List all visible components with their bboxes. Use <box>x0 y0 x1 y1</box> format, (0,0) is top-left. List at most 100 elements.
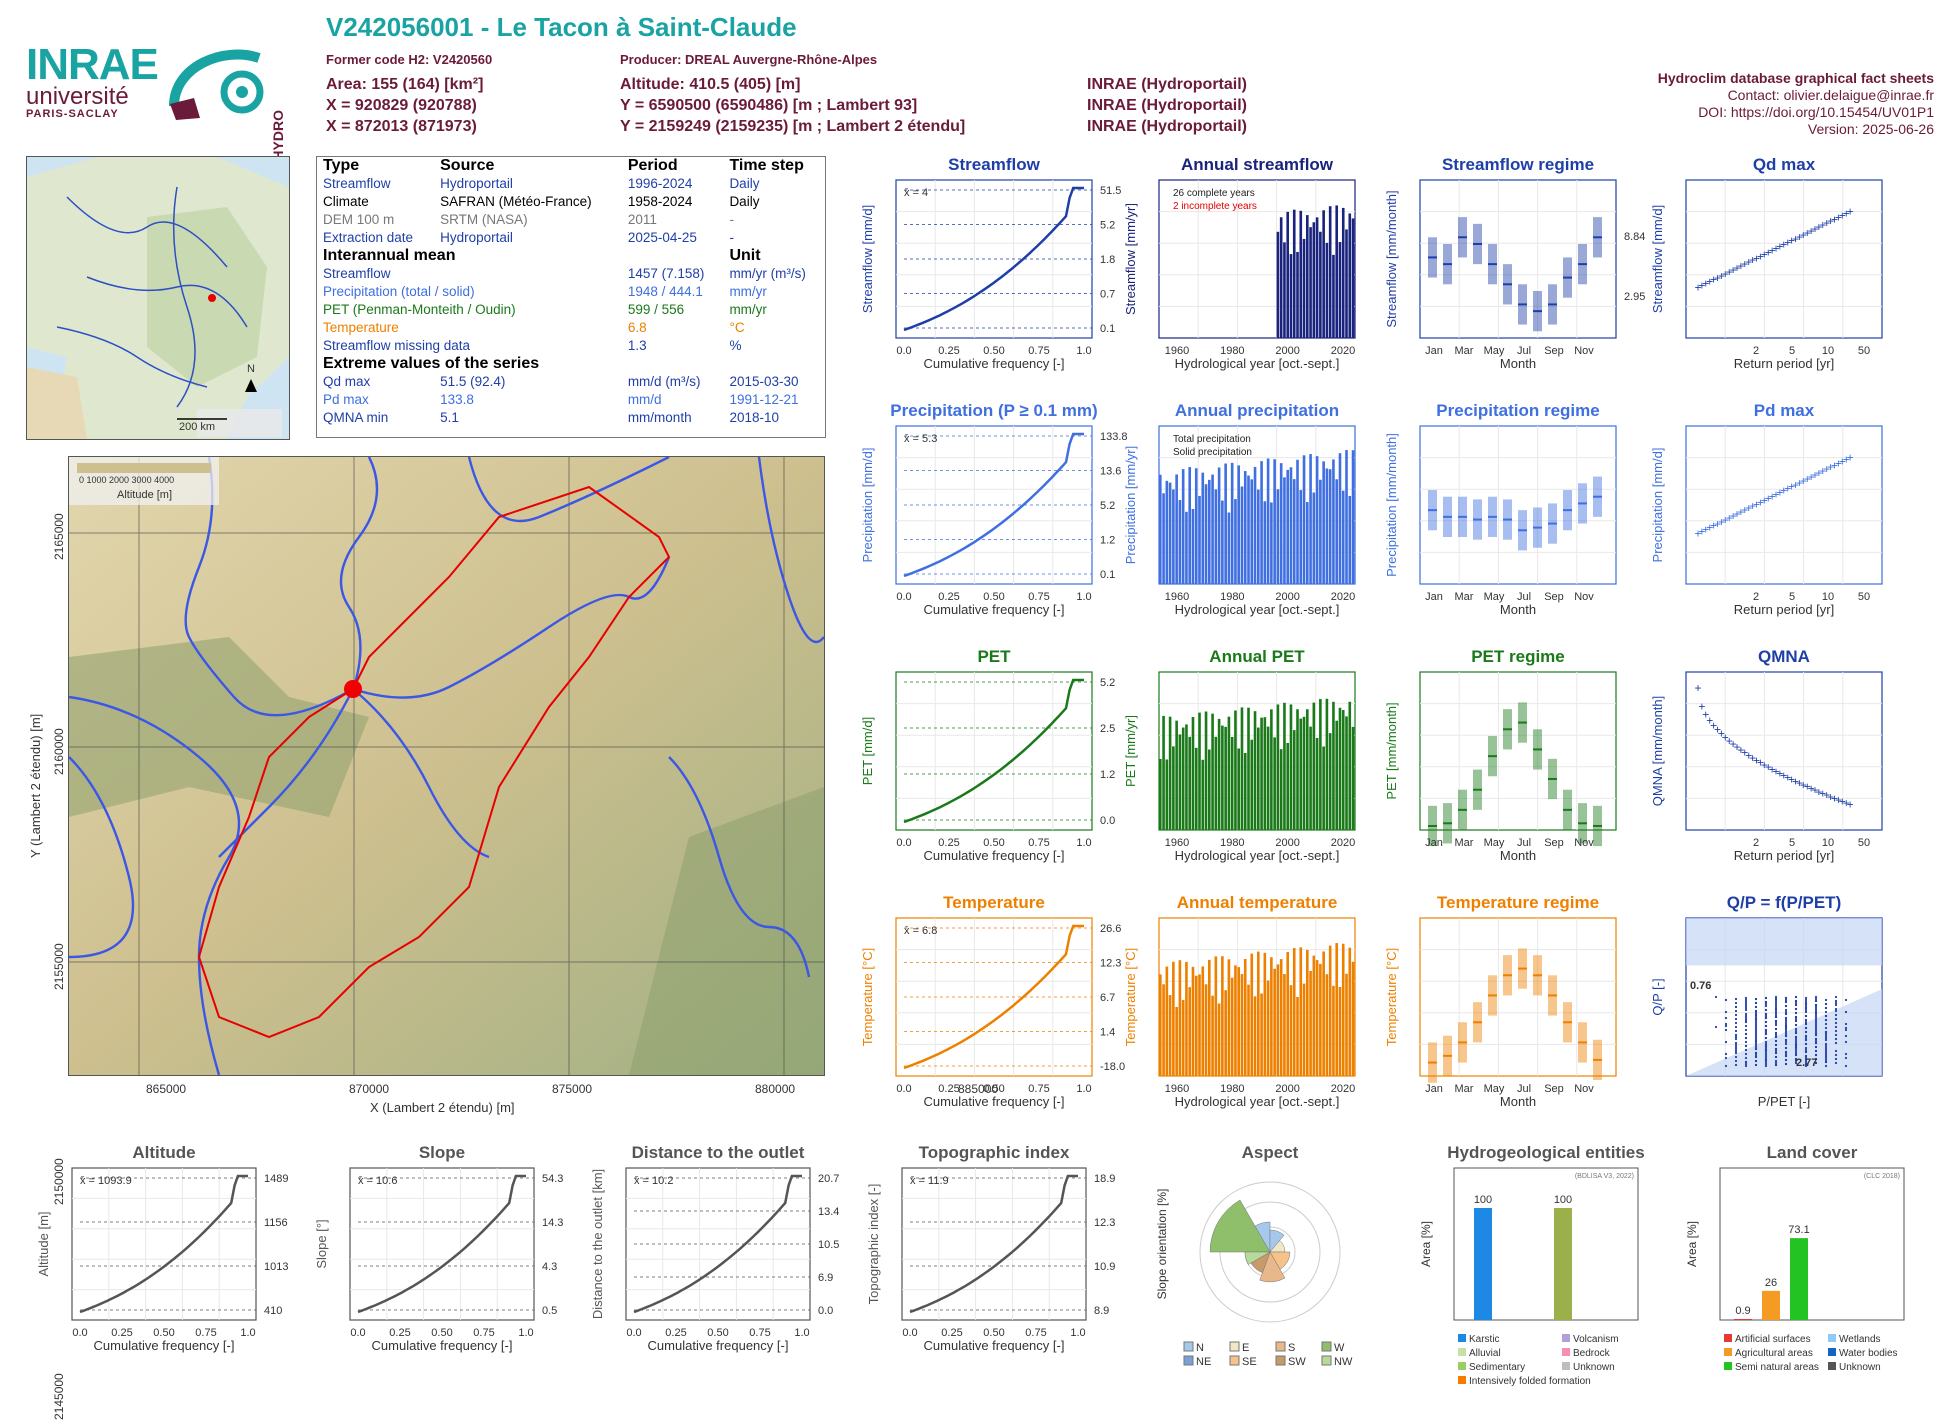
chart-right-tick: 2.95 <box>1624 291 1645 303</box>
chart-point <box>1834 1057 1838 1061</box>
chart-point <box>1794 1007 1798 1011</box>
chart-point: + <box>1792 478 1799 492</box>
chart-point <box>1794 995 1798 999</box>
chart-point: + <box>1761 758 1768 772</box>
chart-point: + <box>1835 793 1842 807</box>
chart-xlabel: Cumulative frequency [-] <box>648 1338 789 1353</box>
chart-bar <box>1240 707 1244 830</box>
chart-point <box>1744 1032 1748 1036</box>
chart-point <box>1744 1000 1748 1004</box>
chart-bar <box>1175 474 1178 584</box>
chart-point: + <box>1730 737 1737 751</box>
chart-right-tick: 1.2 <box>1100 535 1115 547</box>
chart-bar <box>1286 469 1290 584</box>
chart-right-tick: 2.5 <box>1100 723 1115 735</box>
chart-point: + <box>1698 525 1705 539</box>
aspect-slice <box>1244 1251 1271 1265</box>
chart-xtick: 2 <box>1753 837 1759 849</box>
chart-bar <box>1296 709 1299 830</box>
chart-point <box>1764 1032 1768 1036</box>
legend-swatch <box>1724 1348 1732 1356</box>
chart-point <box>1734 1001 1738 1005</box>
chart-bar <box>1243 752 1247 830</box>
chart-bar <box>1181 469 1185 584</box>
chart-point: + <box>1831 458 1838 472</box>
chart-bar <box>1201 966 1205 1076</box>
chart-bar <box>1286 952 1290 1076</box>
chart-title: Topographic index <box>919 1143 1070 1162</box>
y-lambert2: Y = 2159249 (2159235) [m ; Lambert 2 éte… <box>620 118 966 135</box>
chart-xtick: Nov <box>1574 591 1594 603</box>
chart-right-tick: 10.5 <box>818 1239 839 1251</box>
contact[interactable]: Contact: olivier.delaigue@inrae.fr <box>1727 87 1934 103</box>
chart-point: + <box>1737 259 1744 273</box>
chart-point <box>1734 1033 1738 1037</box>
chart-bar <box>1279 463 1283 584</box>
chart-point <box>1754 1013 1758 1017</box>
chart-xtick: Sep <box>1544 591 1564 603</box>
chart-point <box>1724 1024 1728 1028</box>
chart-bar <box>1214 489 1218 584</box>
doi-link[interactable]: DOI: https://doi.org/10.15454/UV01P1 <box>1698 104 1934 120</box>
chart-bar <box>1289 254 1293 338</box>
chart-title: Temperature regime <box>1437 893 1599 912</box>
chart-bar <box>1172 961 1175 1076</box>
chart-point <box>1824 1018 1828 1022</box>
chart-point <box>1814 1053 1818 1057</box>
chart-point <box>1834 1049 1838 1053</box>
chart-point <box>1804 1002 1808 1006</box>
chart-bar <box>1332 254 1335 338</box>
mean-name: Streamflow <box>323 266 391 281</box>
chart-xtick: 0.0 <box>896 345 911 357</box>
chart-point: + <box>1772 242 1779 256</box>
chart-bar <box>1234 499 1237 584</box>
chart-xlabel: Hydrological year [oct.-sept.] <box>1175 1094 1340 1109</box>
chart-point: + <box>1733 507 1740 521</box>
chart-right-tick: 0.0 <box>1100 815 1115 827</box>
mean-value: 1457 (7.158) <box>627 266 705 281</box>
chart-xlabel: Cumulative frequency [-] <box>924 1094 1065 1109</box>
chart-point: + <box>1808 224 1815 238</box>
chart-point <box>1764 1030 1768 1034</box>
chart-bar <box>1335 943 1339 1076</box>
extreme-value: 133.8 <box>440 392 474 407</box>
chart-ylabel: Temperature [°C] <box>860 948 875 1046</box>
map-xtick: 865000 <box>146 1082 187 1096</box>
chart-point <box>1734 1037 1738 1041</box>
chart-point: + <box>1784 236 1791 250</box>
chart-point: + <box>1698 279 1705 293</box>
extreme-row: QMNA min 5.1 mm/month 2018-10 <box>317 409 825 427</box>
chart-title: Slope <box>419 1143 465 1162</box>
chart-point: + <box>1843 796 1850 810</box>
chart-point: + <box>1823 216 1830 230</box>
chart-point <box>1754 1059 1758 1063</box>
chart-point <box>1834 999 1838 1003</box>
chart-xtick: 2 <box>1753 345 1759 357</box>
chart-bar <box>1341 943 1345 1076</box>
chart-title: Annual temperature <box>1177 893 1338 912</box>
chart-bar <box>1302 455 1306 584</box>
chart-point <box>1794 1023 1798 1027</box>
chart-landcover: Land cover (CLC 2018) Area [%] 0.9 26 73.1 Art… <box>1685 1143 1905 1373</box>
extreme-name: Qd max <box>323 374 371 389</box>
extreme-date: 2015-03-30 <box>729 374 799 389</box>
chart-bar <box>1204 711 1208 830</box>
chart-point <box>1764 1046 1768 1050</box>
chart-point: + <box>1694 527 1701 541</box>
extreme-unit: mm/d (m³/s) <box>627 374 701 389</box>
chart-bar <box>1296 459 1299 584</box>
chart-point <box>1804 998 1808 1002</box>
chart-point: + <box>1800 228 1807 242</box>
chart-point <box>1754 1019 1758 1023</box>
chart-bar <box>1322 951 1325 1076</box>
chart-right-tick: 410 <box>264 1305 282 1317</box>
chart-xtick: 1.0 <box>794 1327 809 1339</box>
chart-xlabel: Month <box>1500 1094 1536 1109</box>
chart-legend-item: Wetlands <box>1839 1334 1881 1345</box>
chart-right-tick: 18.9 <box>1094 1173 1115 1185</box>
chart-point <box>1774 1033 1778 1037</box>
chart-right-tick: 6.9 <box>818 1272 833 1284</box>
chart-point: + <box>1706 713 1713 727</box>
chart-point <box>1784 1022 1788 1026</box>
chart-series-line <box>903 432 1084 578</box>
